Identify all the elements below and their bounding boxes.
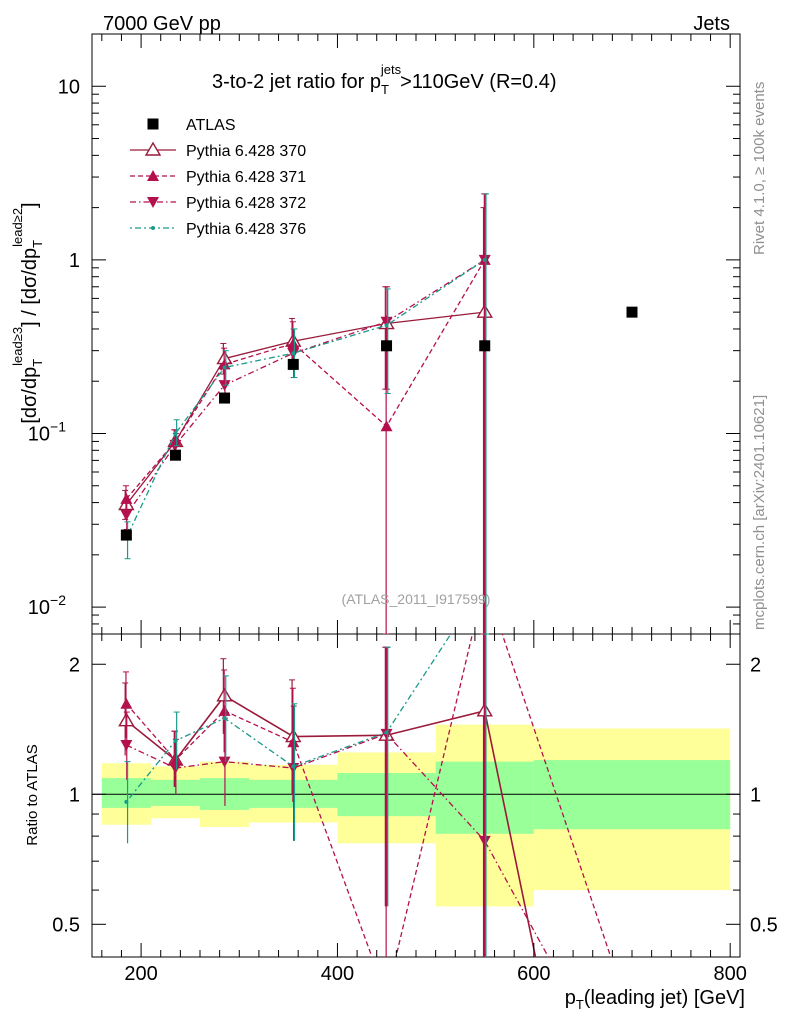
ratio-marker (169, 763, 182, 775)
ratio-tick-label-left: 0.5 (52, 914, 80, 936)
mc-marker (218, 358, 231, 370)
mc-series-line (125, 259, 486, 500)
atlas-data-point (120, 529, 132, 541)
legend-label: Pythia 6.428 371 (186, 169, 306, 186)
ratio-marker (218, 704, 231, 716)
side-label-rivet: Rivet 4.1.0, ≥ 100k events (751, 82, 768, 255)
ratio-tick-label-right: 1 (750, 784, 761, 806)
analysis-id: (ATLAS_2011_I917599) (342, 591, 491, 607)
atlas-data-point (479, 340, 491, 352)
legend-label: Pythia 6.428 376 (186, 221, 306, 238)
mc-marker (482, 257, 487, 262)
mc-series-line (125, 259, 486, 516)
x-axis-label: pT(leading jet) [GeV] (565, 987, 745, 1012)
mc-marker (173, 431, 178, 436)
mc-marker (120, 509, 133, 521)
ratio-marker (478, 835, 491, 847)
mc-marker (380, 316, 393, 328)
ratio-marker (173, 738, 178, 743)
legend-marker (151, 226, 155, 230)
chart-title: 3-to-2 jet ratio for pTjets>110GeV (R=0.… (212, 62, 557, 97)
axes-ticks: 200 400 600 800 10 1 10−1 10−2 0.5 0.5 1 1 2 2 (28, 33, 778, 985)
y-axis-label-ratio: Ratio to ATLAS (24, 744, 41, 845)
x-tick-label: 600 (517, 963, 550, 985)
atlas-data-point (219, 392, 231, 404)
ratio-tick-label-right: 0.5 (750, 914, 778, 936)
header-left: 7000 GeV pp (103, 13, 221, 35)
header-right: Jets (693, 13, 730, 35)
x-tick-label: 200 (124, 963, 157, 985)
legend-marker (147, 118, 159, 130)
x-tick-label: 400 (321, 963, 354, 985)
y-tick-label: 1 (69, 250, 80, 272)
ratio-series-line (125, 634, 452, 803)
ratio-marker (222, 716, 227, 721)
x-tick-label: 800 (713, 963, 746, 985)
legend-label: Pythia 6.428 372 (186, 195, 306, 212)
main-series (118, 193, 638, 634)
atlas-data-point (381, 340, 393, 352)
legend: ATLAS Pythia 6.428 370 Pythia 6.428 371 Pyt… (130, 117, 306, 238)
ratio-marker (384, 730, 389, 735)
ratio-marker (124, 799, 129, 804)
ratio-marker (291, 764, 296, 769)
ratio-marker (120, 697, 133, 709)
y-tick-label: 10−1 (28, 418, 66, 445)
mc-series-line (125, 259, 486, 539)
legend-label: Pythia 6.428 370 (186, 143, 306, 160)
ratio-series (118, 634, 612, 957)
legend-marker (144, 141, 162, 156)
side-label-mcplots: mcplots.cern.ch [arXiv:2401.10621] (751, 395, 768, 630)
atlas-data-point (287, 358, 299, 370)
mc-marker (384, 323, 389, 328)
y-tick-label: 10−2 (28, 592, 66, 619)
ratio-bands (92, 724, 740, 907)
legend-label: ATLAS (186, 117, 236, 134)
y-axis-label-main: [dσ/dpTlead≥3] / [dσ/dpTlead≥2] (10, 202, 45, 423)
atlas-data-point (169, 449, 181, 461)
mc-marker (291, 351, 296, 356)
legend-marker (147, 197, 159, 208)
ratio-marker (218, 756, 231, 768)
ratio-tick-label-right: 2 (750, 654, 761, 676)
y-tick-label: 10 (58, 76, 80, 98)
ratio-marker (120, 740, 133, 752)
mc-series-line (125, 311, 485, 505)
mc-marker (380, 420, 393, 432)
ratio-tick-label-left: 1 (69, 784, 80, 806)
mc-marker (222, 365, 227, 370)
ratio-tick-label-left: 2 (69, 654, 80, 676)
legend-marker (147, 170, 159, 181)
mc-marker (120, 492, 133, 504)
atlas-data-point (626, 306, 638, 318)
